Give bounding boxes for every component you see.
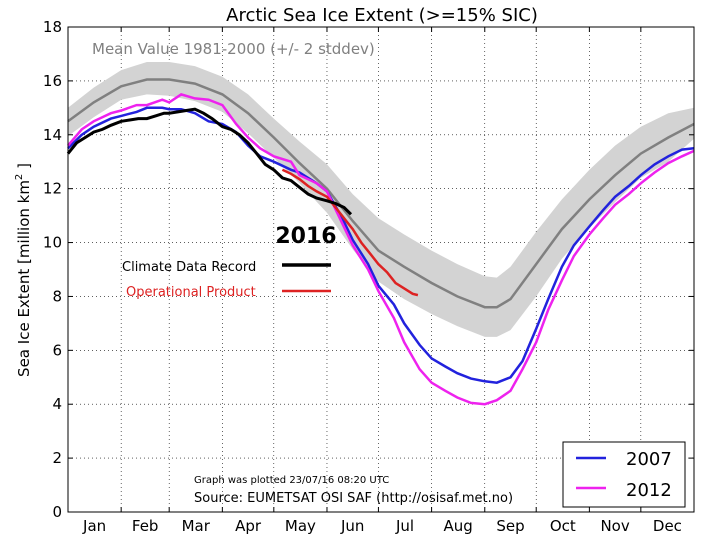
y-tick-label: 12 (43, 180, 62, 198)
y-tick-label: 4 (52, 395, 62, 413)
x-tick-label: Jan (82, 517, 106, 535)
y-axis-title-superscript: 2 (14, 174, 25, 180)
annotation-year: 2016 (275, 224, 336, 249)
cdr-2016-line (66, 107, 353, 216)
annotation-cdr-label: Climate Data Record (122, 260, 256, 275)
legend-label-2007: 2007 (626, 449, 672, 470)
y-tick-label: 18 (43, 18, 62, 36)
x-tick-label: Dec (653, 517, 682, 535)
y-tick-label: 6 (52, 341, 62, 359)
annotation-operational-label: Operational Product (126, 285, 256, 300)
y-tick-label: 0 (52, 503, 62, 521)
x-tick-label: Sep (496, 517, 524, 535)
y-tick-label: 2 (52, 449, 62, 467)
mean-line (67, 78, 695, 309)
plot-area: 0 2 4 6 8 10 12 14 16 18 Jan Feb Mar Apr May Jun Jul Aug… (43, 18, 695, 535)
y-tick-label: 16 (43, 72, 62, 90)
legend: 2007 2012 (562, 441, 686, 508)
y-axis-title: Sea Ice Extent [million km2 ] (14, 163, 33, 377)
x-axis-ticks: Jan Feb Mar Apr May Jun Jul Aug Sep Oct Nov Dec (82, 27, 682, 535)
legend-label-2012: 2012 (626, 480, 672, 501)
source-credit: Source: EUMETSAT OSI SAF (http://osisaf.… (194, 491, 513, 506)
annotation-2016: 2016 Climate Data Record Operational Pro… (122, 224, 337, 300)
y-tick-label: 14 (43, 126, 62, 144)
x-tick-label: May (285, 517, 316, 535)
x-tick-label: Jun (340, 517, 364, 535)
x-tick-label: Apr (235, 517, 262, 535)
y-tick-label: 8 (52, 287, 62, 305)
operational-2016-line (281, 168, 419, 297)
x-tick-label: Aug (444, 517, 473, 535)
x-tick-label: Oct (550, 517, 576, 535)
stddev-band (68, 62, 694, 337)
series-2012-line (67, 93, 695, 406)
chart-title: Arctic Sea Ice Extent (>=15% SIC) (226, 5, 538, 26)
plot-timestamp: Graph was plotted 23/07/16 08:20 UTC (194, 475, 389, 486)
x-tick-label: Feb (132, 517, 159, 535)
y-tick-label: 10 (43, 234, 62, 252)
y-axis-ticks: 0 2 4 6 8 10 12 14 16 18 (43, 18, 694, 521)
legend-box (562, 441, 686, 508)
series-2007-line (67, 106, 695, 384)
x-tick-label: Mar (182, 517, 211, 535)
mean-label: Mean Value 1981-2000 (+/- 2 stddev) (92, 40, 375, 58)
x-tick-label: Nov (600, 517, 629, 535)
plot-border (67, 26, 695, 513)
x-tick-label: Jul (395, 517, 414, 535)
